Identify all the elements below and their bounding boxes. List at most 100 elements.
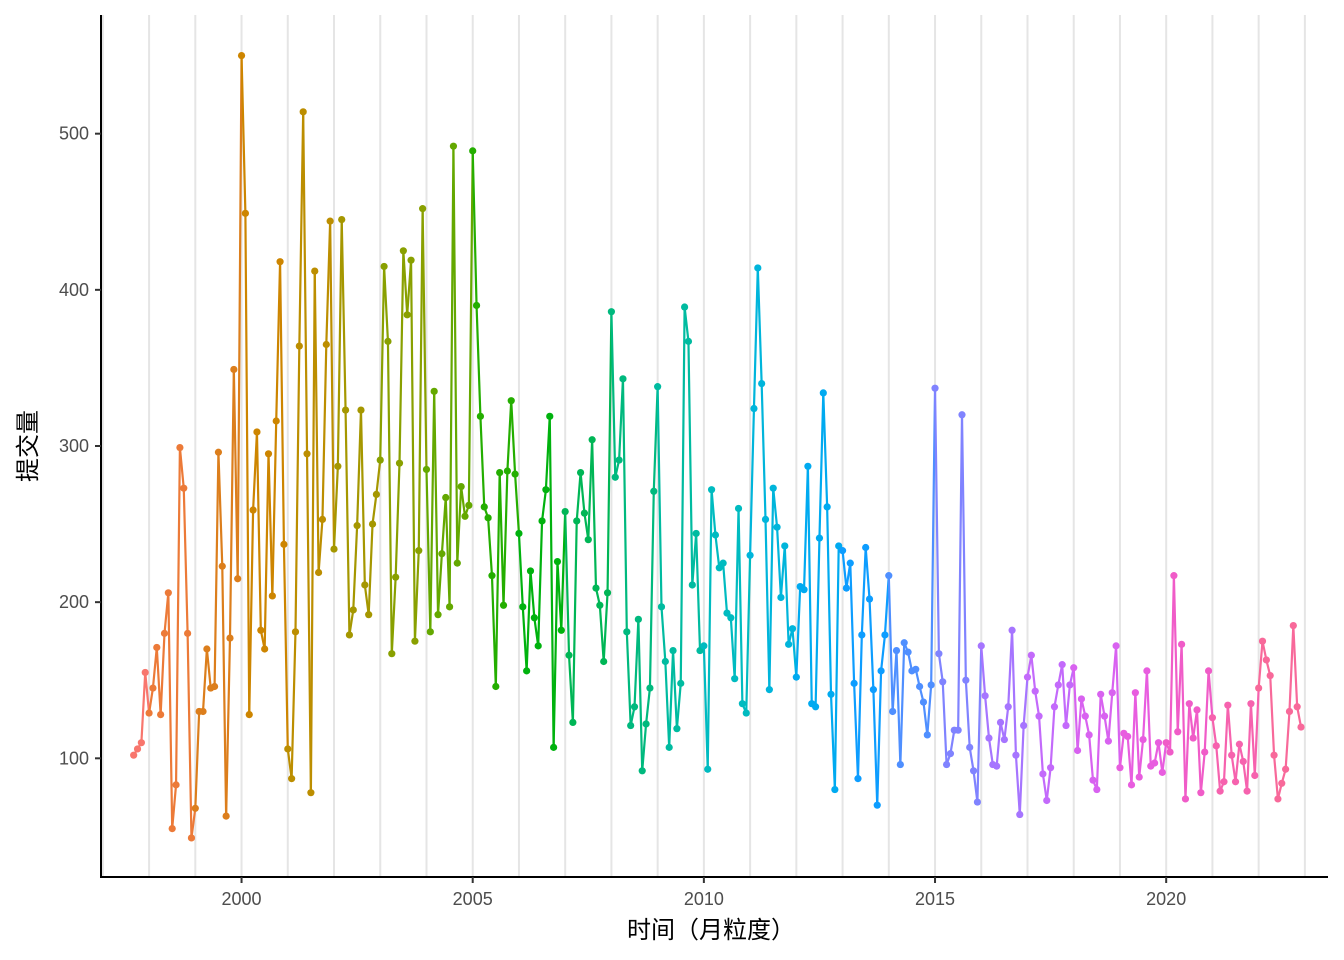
data-point [311,267,319,275]
series-segment [864,546,871,601]
series-segment [1041,772,1048,802]
data-point [330,545,338,553]
x-axis-ticks: 2000 2005 2010 2015 2020 [222,877,1186,909]
data-point [1239,757,1247,766]
y-axis-ticks: 100 200 300 400 500 [59,124,101,768]
data-point [249,506,257,514]
data-point [1274,795,1282,803]
data-point [669,646,677,655]
series-segment [359,408,366,587]
data-point [261,645,269,653]
series-segment [278,260,286,546]
series-segment [745,554,752,715]
data-point [1023,673,1032,681]
data-point [180,484,188,492]
data-point [1131,689,1139,697]
data-point [900,639,908,647]
data-point [488,572,496,580]
series-segment [371,493,378,526]
data-point [935,650,943,658]
data-point [1189,734,1197,742]
data-point [877,667,885,675]
series-segment [1018,724,1025,816]
data-point [187,834,196,842]
data-point [372,490,380,499]
data-point [1270,751,1278,759]
data-point [1185,700,1193,708]
data-point [580,509,589,517]
series-segment [263,452,270,651]
series-segment [606,310,613,594]
series-segment [683,305,690,343]
data-point [661,657,669,666]
data-point [341,406,350,414]
series-segment [144,671,151,715]
series-segment [1022,676,1029,727]
data-point [1243,787,1251,795]
series-segment [1195,708,1202,794]
data-point [785,640,793,648]
data-point [526,567,535,575]
series-segment [1045,766,1052,802]
data-point [904,648,912,656]
series-segment [494,471,501,688]
data-point [892,646,901,655]
series-segment [228,368,235,640]
data-point [1235,740,1243,748]
data-point [996,718,1005,727]
data-point [1166,748,1174,756]
data-point [1204,667,1213,675]
series-segment [213,451,220,688]
data-point [1201,748,1209,756]
series-segment [548,415,555,749]
data-point [1012,751,1020,759]
data-point [334,462,342,470]
data-point [684,337,693,345]
series-segment [872,688,879,807]
series-segment [1168,574,1175,754]
data-point [1197,789,1205,797]
series-segment [930,387,937,687]
data-point [916,682,924,691]
data-point [746,551,754,559]
data-point [773,523,781,531]
data-point [931,384,939,392]
data-point [1039,770,1047,778]
data-point [842,584,851,592]
series-segment [806,465,813,705]
series-segment [147,686,155,715]
data-point [353,522,361,530]
data-point [966,743,974,751]
data-point [1050,703,1059,711]
series-segment [448,145,455,608]
data-point [584,536,592,544]
series-segment [1249,702,1256,777]
series-segment [498,471,505,607]
data-point [981,692,989,700]
series-segment [1180,643,1187,801]
data-point [1093,785,1101,794]
data-point [800,586,808,594]
series-segment [155,646,162,716]
data-point [422,465,431,474]
data-point [788,625,797,633]
data-point [1297,723,1305,731]
series-segment [529,569,536,619]
data-point [534,642,542,650]
data-point [804,462,812,470]
data-point [199,707,207,716]
data-point [977,642,985,650]
data-point [731,675,739,683]
data-point [130,751,138,759]
series-segment [980,644,987,697]
series-segment [748,407,756,557]
data-point [388,650,396,658]
data-point [985,734,993,742]
data-point [1124,732,1132,741]
data-point [565,651,573,659]
data-point [761,515,770,523]
series-segment [822,391,829,509]
series-segment [1172,574,1179,733]
data-point [873,801,881,809]
series-segment [933,387,940,655]
